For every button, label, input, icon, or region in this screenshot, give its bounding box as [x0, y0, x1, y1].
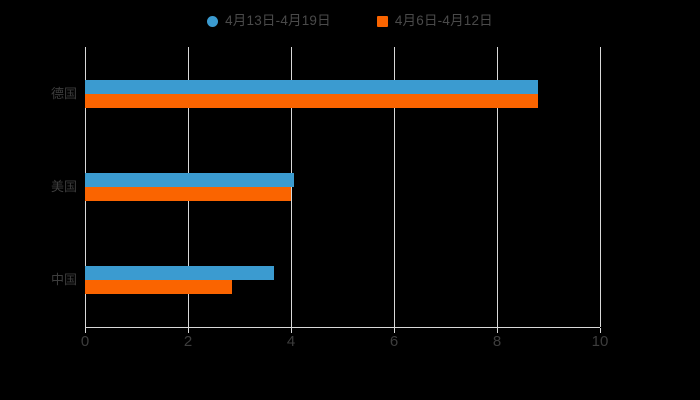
- bar-0-series-1[interactable]: [85, 93, 539, 108]
- x-tick-label-0: 0: [80, 333, 90, 350]
- bar-0-series-0[interactable]: [85, 79, 539, 94]
- gridline-x-4: [291, 47, 292, 327]
- gridline-x-10: [600, 47, 601, 327]
- y-axis-label-2: 中国: [50, 272, 77, 288]
- x-tick-label-8: 8: [492, 333, 502, 350]
- legend-marker-circle-icon: [207, 15, 219, 27]
- plot-area: [85, 47, 601, 327]
- bar-1-series-1[interactable]: [85, 187, 291, 201]
- legend-marker-square-icon: [376, 15, 388, 27]
- x-tick-label-2: 2: [183, 333, 193, 350]
- chart-legend: 4月13日-4月19日 4月6日-4月12日: [0, 8, 700, 34]
- x-tick-label-6: 6: [389, 333, 399, 350]
- y-axis-label-1: 美国: [50, 179, 77, 194]
- legend-label-series-1: 4月6日-4月12日: [394, 13, 493, 29]
- bar-1-series-0[interactable]: [85, 173, 294, 187]
- bar-group-1: [85, 173, 600, 201]
- legend-item-series-0[interactable]: 4月13日-4月19日: [207, 14, 331, 28]
- x-tick-label-4: 4: [286, 333, 296, 350]
- x-axis-line: [85, 327, 600, 328]
- legend-label-series-0: 4月13日-4月19日: [225, 13, 331, 29]
- gridline-x-6: [394, 47, 395, 327]
- bar-2-series-1[interactable]: [85, 280, 232, 295]
- y-axis-label-0: 德国: [50, 85, 77, 101]
- x-tick-mark-10: [600, 328, 601, 333]
- bar-2-series-0[interactable]: [85, 266, 274, 281]
- bar-group-2: [85, 266, 600, 295]
- x-tick-mark-6: [394, 328, 395, 333]
- x-tick-mark-4: [291, 328, 292, 333]
- legend-item-series-1[interactable]: 4月6日-4月12日: [376, 13, 493, 29]
- x-tick-label-10: 10: [591, 333, 609, 350]
- x-tick-mark-0: [85, 328, 86, 333]
- gridline-x-8: [497, 47, 498, 327]
- bar-group-0: [85, 79, 600, 108]
- x-tick-mark-2: [188, 328, 189, 333]
- y-axis-category-labels: 德国 美国 中国: [0, 47, 77, 327]
- x-tick-mark-8: [497, 328, 498, 333]
- x-axis-ticks: 0 2 4 6 8 10: [81, 328, 608, 358]
